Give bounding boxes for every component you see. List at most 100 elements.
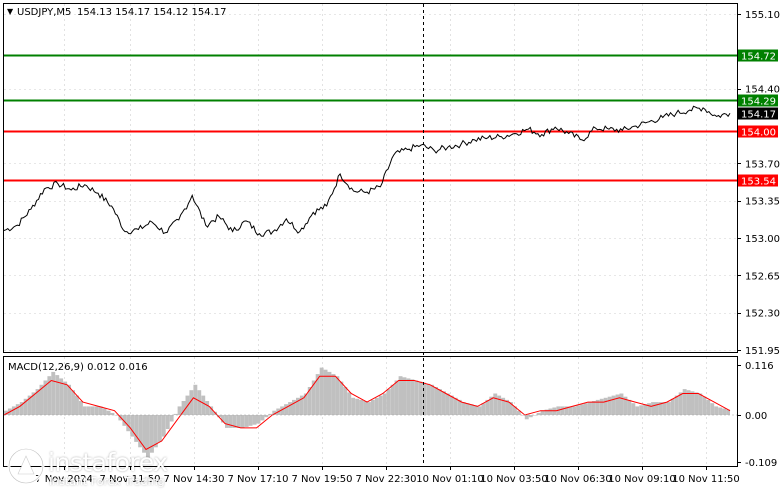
macd-bar xyxy=(422,382,427,415)
macd-bar xyxy=(205,401,210,415)
time-axis: 7 Nov 2024 7 Nov 11:50 7 Nov 14:30 7 Nov 17… xyxy=(35,466,740,485)
macd-bar xyxy=(244,415,249,427)
macd-bar xyxy=(619,393,624,416)
macd-bar xyxy=(55,375,60,415)
macd-bar xyxy=(481,403,486,416)
macd-bar xyxy=(63,381,68,415)
macd-bar xyxy=(102,408,107,415)
macd-bar xyxy=(655,402,659,415)
macd-bar xyxy=(122,415,127,426)
time-tick-label: 10 Nov 06:30 xyxy=(544,474,611,485)
macd-bar xyxy=(635,406,640,415)
chart-collapse-icon[interactable]: ▼ xyxy=(7,7,14,16)
macd-bar xyxy=(79,401,83,415)
macd-bar xyxy=(556,406,561,415)
level-badge-label: 153.54 xyxy=(741,177,776,188)
macd-bar xyxy=(23,398,28,415)
macd-bar xyxy=(611,395,616,415)
macd-bar xyxy=(564,406,569,415)
price-tick-label: 155.10 xyxy=(745,10,780,21)
macd-bar xyxy=(410,379,415,415)
price-axis: 155.10 154.40 153.70 153.35 153.00 152.65 152.… xyxy=(737,10,780,357)
macd-bar xyxy=(248,415,253,426)
macd-bar xyxy=(268,413,273,415)
macd-bar xyxy=(532,415,537,416)
macd-bar xyxy=(51,371,56,415)
macd-bar xyxy=(201,395,206,415)
macd-bar xyxy=(193,384,198,415)
macd-bar xyxy=(90,406,95,415)
macd-bar xyxy=(493,393,498,416)
price-tick-label: 152.30 xyxy=(745,309,780,320)
macd-bar xyxy=(299,395,304,415)
macd-bar xyxy=(209,406,214,415)
macd-bar xyxy=(67,384,71,415)
macd-bar xyxy=(4,410,8,415)
macd-bar xyxy=(386,389,391,415)
macd-bar xyxy=(627,399,632,415)
macd-bar xyxy=(465,403,470,416)
level-badge-label: 154.72 xyxy=(741,52,776,63)
macd-bar xyxy=(59,378,64,415)
time-tick-label: 7 Nov 2024 xyxy=(35,474,93,485)
macd-bar xyxy=(477,406,482,415)
instaforex-watermark: instaforex Instant Forex Trading xyxy=(6,446,186,488)
macd-bar xyxy=(43,380,48,415)
macd-bar xyxy=(544,409,549,415)
macd-bar xyxy=(595,399,600,415)
macd-bar xyxy=(82,406,87,415)
macd-bar xyxy=(406,378,411,415)
macd-bar xyxy=(710,403,715,416)
symbol-label: USDJPY,M5 xyxy=(17,7,71,18)
macd-bar xyxy=(726,409,730,415)
macd-bar xyxy=(651,402,655,415)
level-badge xyxy=(738,94,778,107)
macd-bar xyxy=(647,403,651,416)
macd-bar xyxy=(414,380,419,415)
macd-bar xyxy=(39,384,44,415)
macd-bar xyxy=(161,415,166,437)
macd-bar xyxy=(426,383,431,416)
macd-bar xyxy=(71,390,75,415)
macd-bar xyxy=(157,415,162,442)
macd-bar xyxy=(591,401,596,415)
macd-bar xyxy=(572,406,577,415)
current-price-badge: 154.17 xyxy=(738,107,778,121)
macd-bar xyxy=(11,406,16,415)
macd-bar xyxy=(31,392,36,415)
macd-bar xyxy=(548,408,553,415)
macd-bar xyxy=(280,406,285,415)
macd-bar xyxy=(323,369,328,415)
macd-bar xyxy=(110,412,115,416)
price-panel-frame xyxy=(3,3,738,353)
macd-tick-label: 0.00 xyxy=(745,411,767,422)
ohlc-values: 154.13 154.17 154.12 154.17 xyxy=(77,7,227,18)
macd-bar xyxy=(264,415,269,418)
macd-axis: 0.116 0.00 -0.109 xyxy=(737,361,777,469)
macd-tick-label: -0.109 xyxy=(745,458,777,469)
macd-bar xyxy=(311,380,316,415)
macd-bar xyxy=(580,404,584,415)
macd-bar xyxy=(15,404,20,415)
macd-bar xyxy=(217,415,221,418)
macd-bar xyxy=(489,396,494,415)
macd-bar xyxy=(706,399,711,415)
macd-bar xyxy=(666,402,671,415)
macd-bar xyxy=(694,392,699,415)
macd-bar xyxy=(615,394,620,415)
macd-bar xyxy=(434,387,438,415)
macd-bar xyxy=(343,387,348,415)
macd-bar xyxy=(418,381,423,415)
price-tick-label: 152.65 xyxy=(745,271,780,282)
macd-bar xyxy=(374,397,379,415)
watermark-tagline: Instant Forex Trading xyxy=(49,475,165,488)
macd-bar xyxy=(505,399,509,415)
macd-label: MACD(12,26,9) 0.012 0.016 xyxy=(8,362,148,373)
macd-bar xyxy=(686,390,691,415)
macd-bar xyxy=(232,415,237,428)
macd-bar xyxy=(331,374,336,416)
macd-bar xyxy=(445,393,450,416)
macd-bar xyxy=(588,402,592,415)
